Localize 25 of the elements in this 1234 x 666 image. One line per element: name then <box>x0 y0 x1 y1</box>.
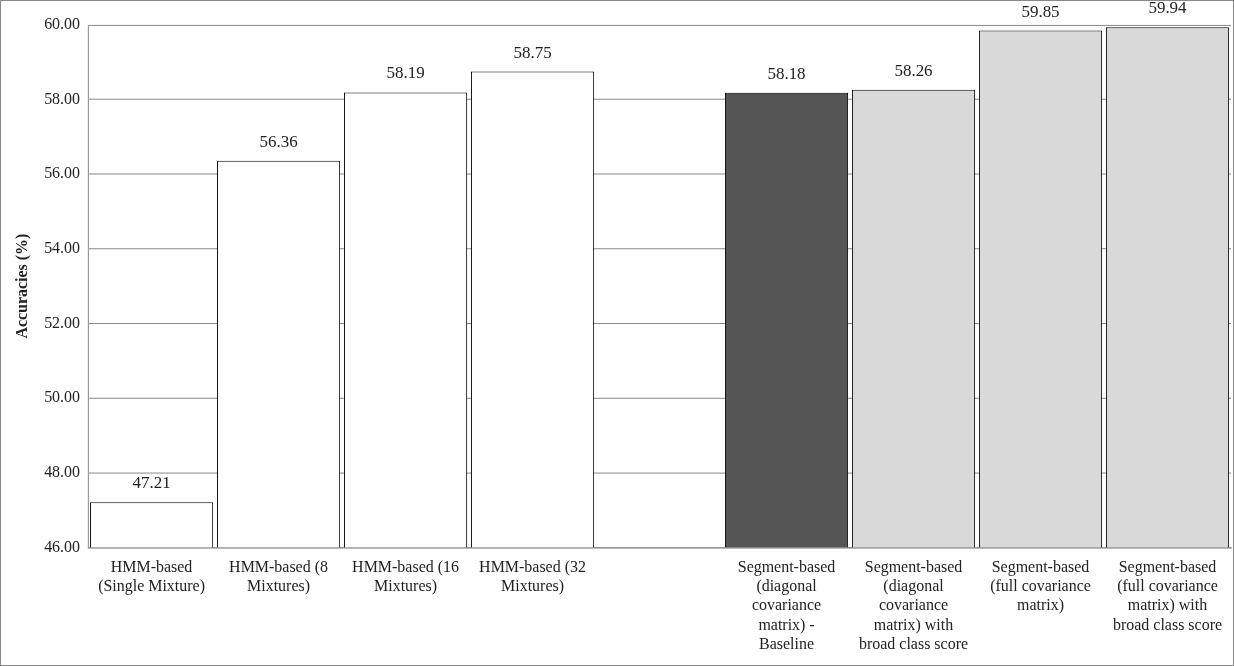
y-tick-label: 54.00 <box>44 239 81 257</box>
data-label: 58.75 <box>513 42 552 62</box>
data-label: 58.26 <box>894 60 933 80</box>
data-label: 56.36 <box>259 131 298 151</box>
x-tick-label: HMM-based (16 Mixtures) <box>352 558 459 596</box>
y-tick-label: 60.00 <box>44 15 81 33</box>
y-axis-title: Accuracies (%) <box>12 233 31 339</box>
x-tick-label: Segment-based (diagonal covariance matrix) with broad class score <box>858 558 969 652</box>
data-label: 47.21 <box>132 473 171 493</box>
x-tick-label: HMM-based (32 Mixtures) <box>479 558 586 596</box>
data-label: 59.85 <box>1021 1 1060 21</box>
x-tick-label: HMM-based (Single Mixture) <box>98 558 205 596</box>
y-tick-label: 58.00 <box>44 89 81 107</box>
x-tick-label: Segment-based (full covariance matrix) <box>990 558 1091 615</box>
y-tick-label: 48.00 <box>44 462 81 480</box>
y-tick-label: 56.00 <box>44 164 81 182</box>
y-tick-label: 52.00 <box>44 313 81 331</box>
x-tick-label: Segment-based (full covariance matrix) with broad class score <box>1112 558 1223 633</box>
x-tick-label: Segment-based (diagonal covariance matrix) - Baseline <box>737 558 836 652</box>
x-tick-label: HMM-based (8 Mixtures) <box>229 558 328 596</box>
y-tick-label: 46.00 <box>44 537 81 555</box>
data-label: 58.18 <box>767 63 806 83</box>
data-label: 58.19 <box>386 63 425 83</box>
data-label: 59.94 <box>1148 0 1188 18</box>
y-tick-label: 50.00 <box>44 388 81 406</box>
